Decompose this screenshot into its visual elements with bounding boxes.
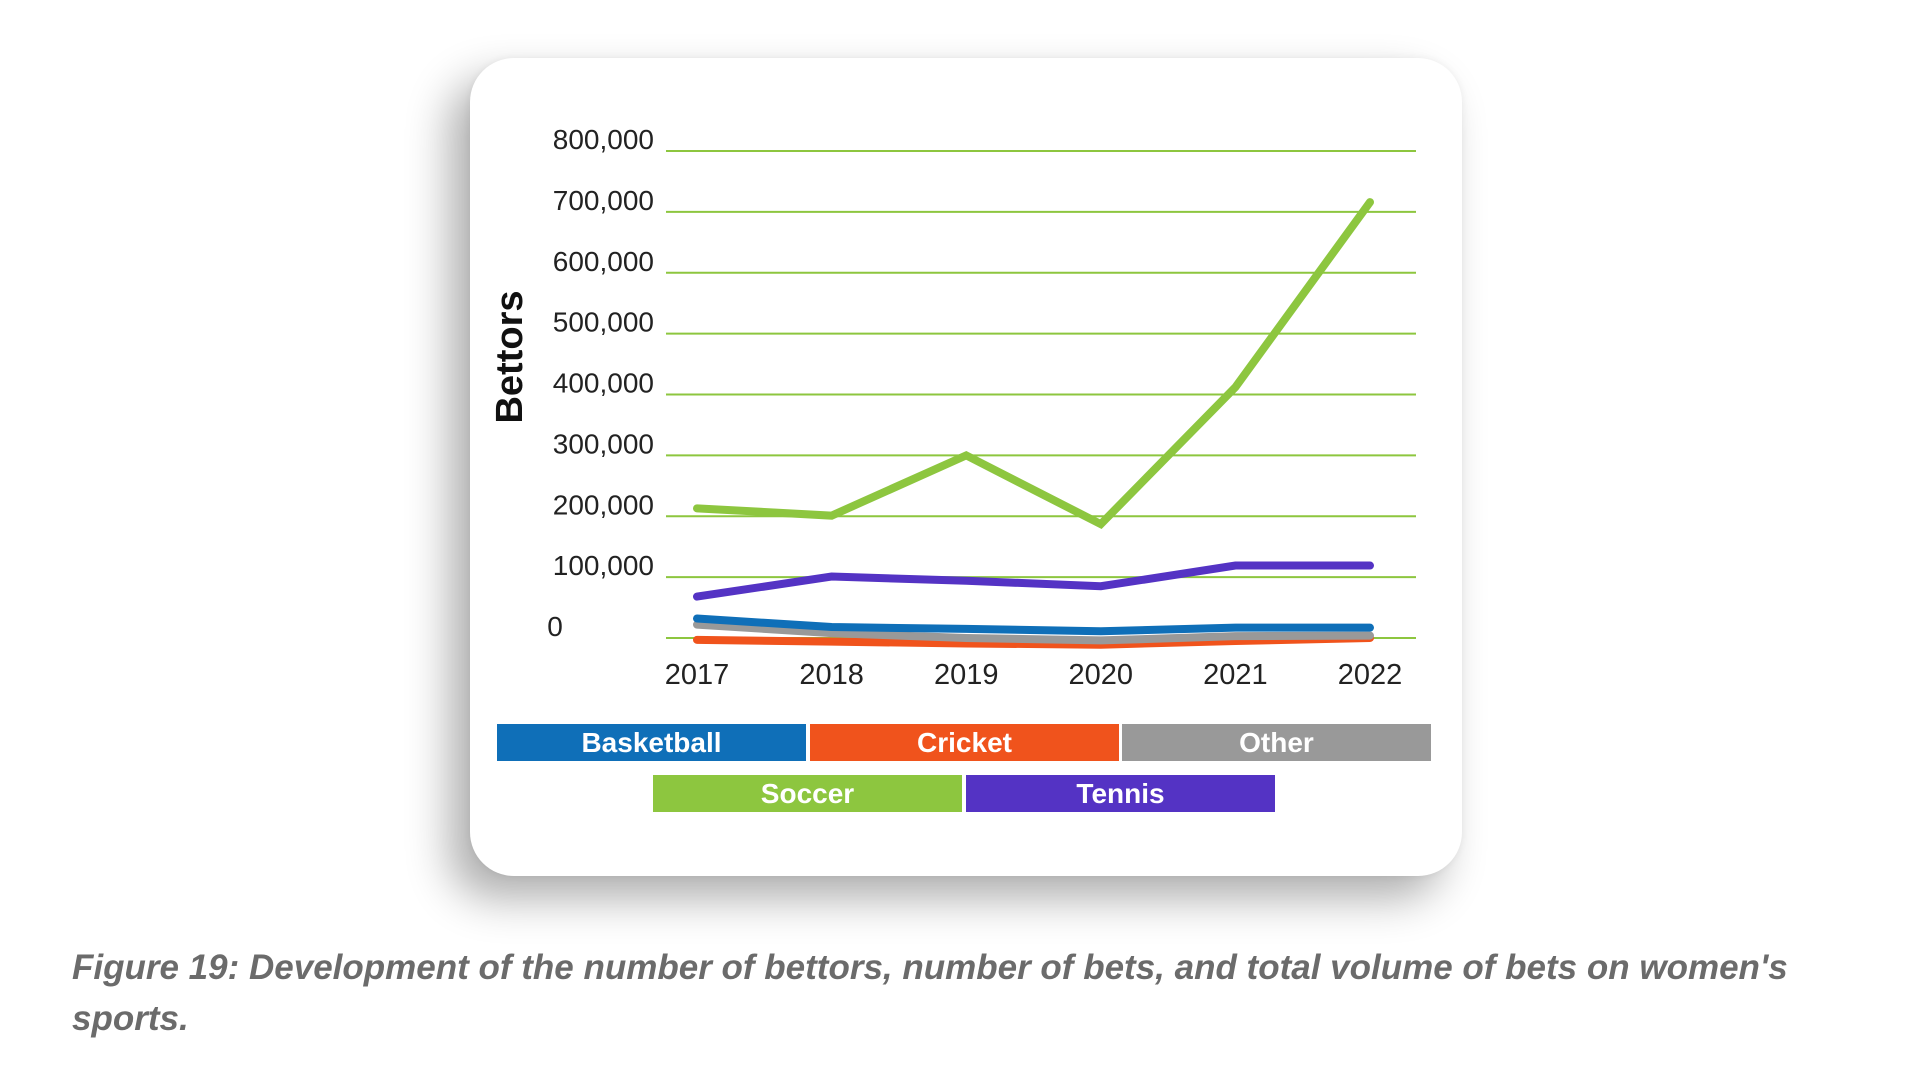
y-axis-ticks: 0 100,000 200,000 300,000 400,000 500,000 600,… [547, 124, 654, 642]
y-tick-label: 400,000 [553, 368, 654, 399]
x-tick-label: 2018 [799, 659, 864, 691]
legend-item-other: Other [1122, 724, 1431, 761]
series-line-other [693, 620, 1374, 645]
x-tick-label: 2017 [665, 659, 730, 691]
x-tick-label: 2022 [1338, 659, 1403, 691]
y-tick-label: 100,000 [553, 550, 654, 581]
series-line-tennis [693, 561, 1374, 601]
y-axis-label: Bettors [489, 290, 531, 423]
series-line-soccer [693, 198, 1374, 530]
x-tick-label: 2021 [1203, 659, 1268, 691]
y-tick-label: 600,000 [553, 246, 654, 277]
series-lines [693, 198, 1374, 649]
figure-caption: Figure 19: Development of the number of … [72, 948, 1788, 1038]
y-tick-label: 0 [547, 611, 563, 642]
series-line-cricket [693, 634, 1374, 649]
y-tick-label: 700,000 [553, 185, 654, 216]
legend-item-cricket: Cricket [810, 724, 1119, 761]
y-tick-label: 500,000 [553, 307, 654, 338]
y-tick-label: 300,000 [553, 428, 654, 459]
y-tick-label: 800,000 [553, 124, 654, 155]
series-line-basketball [693, 614, 1374, 636]
x-tick-label: 2020 [1069, 659, 1134, 691]
y-tick-label: 200,000 [553, 489, 654, 520]
x-tick-label: 2019 [934, 659, 999, 691]
legend-item-soccer: Soccer [653, 775, 962, 812]
legend-item-tennis: Tennis [966, 775, 1275, 812]
x-axis-ticks: 2017 2018 2019 2020 2021 2022 [665, 659, 1403, 691]
legend-item-basketball: Basketball [497, 724, 806, 761]
